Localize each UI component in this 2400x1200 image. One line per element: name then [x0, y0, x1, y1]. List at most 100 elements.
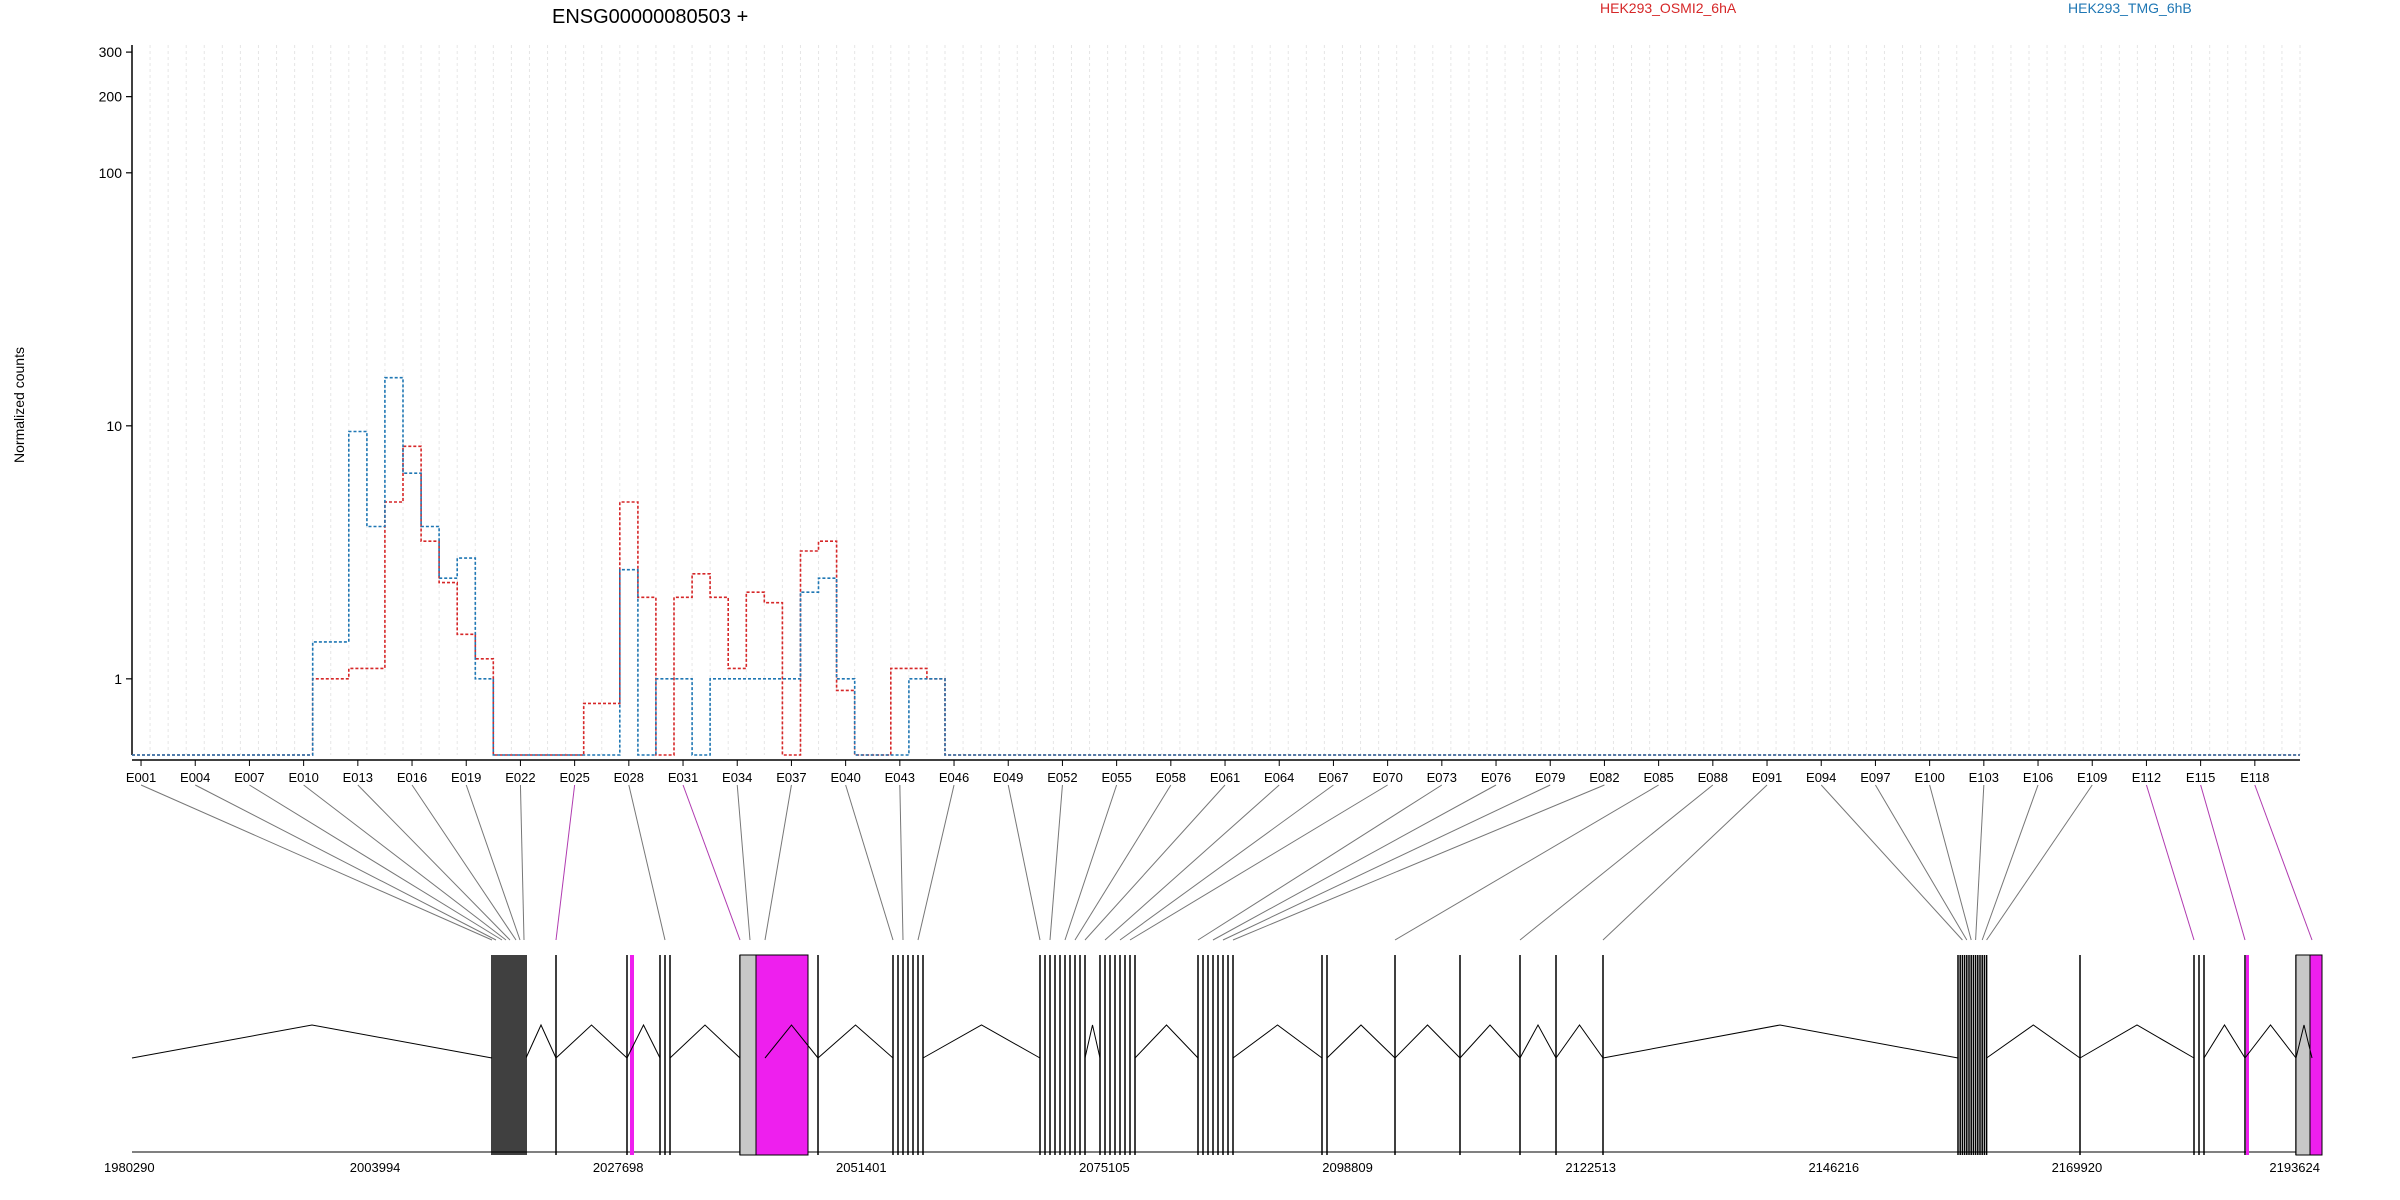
x-tick-label: E040 — [830, 770, 860, 785]
plot-axes — [131, 45, 2300, 761]
x-tick-label: E058 — [1156, 770, 1186, 785]
exon-connector — [1975, 784, 1985, 941]
genomic-tick-label: 2075105 — [1079, 1160, 1130, 1175]
gene-model — [131, 954, 2323, 1156]
genomic-tick-label: 2169920 — [2052, 1160, 2103, 1175]
exon-connector — [2254, 784, 2313, 941]
x-tick-label: E034 — [722, 770, 752, 785]
genomic-tick-label: 2122513 — [1565, 1160, 1616, 1175]
exon-connector — [1222, 784, 1551, 941]
exon-connector — [1820, 784, 1963, 941]
x-tick-label: E103 — [1969, 770, 1999, 785]
x-tick-label: E112 — [2132, 770, 2161, 785]
intron — [1232, 1024, 1323, 1059]
exon-connector — [1104, 784, 1280, 941]
exon-connector — [1197, 784, 1443, 941]
intron — [2079, 1024, 2195, 1059]
x-tick-label: E100 — [1914, 770, 1944, 785]
x-tick-label: E076 — [1481, 770, 1511, 785]
genomic-tick-label: 2051401 — [836, 1160, 887, 1175]
exon-connector — [1064, 784, 1118, 941]
exon-connector — [1232, 784, 1605, 941]
intron — [817, 1024, 894, 1059]
y-tick-label: 300 — [99, 44, 123, 60]
x-tick-label: E052 — [1047, 770, 1077, 785]
intron — [1394, 1024, 1461, 1059]
intron — [525, 1023, 557, 1059]
x-tick-label: E073 — [1427, 770, 1457, 785]
genomic-tick-label: 2027698 — [593, 1160, 644, 1175]
intron — [922, 1024, 1041, 1059]
series-line-0 — [132, 445, 2300, 756]
exon-connector — [682, 784, 741, 941]
intron — [1986, 1024, 2081, 1059]
intron — [1519, 1023, 1557, 1059]
intron — [1134, 1024, 1199, 1059]
x-tick-label: E088 — [1698, 770, 1728, 785]
chart-title: ENSG00000080503 + — [552, 6, 748, 28]
y-axis-label: Normalized counts — [11, 347, 27, 463]
intron — [2295, 1024, 2313, 1059]
exon-connector — [465, 784, 521, 941]
y-tick-label: 100 — [99, 165, 123, 181]
exon-connector — [1394, 784, 1659, 941]
exon-connector — [1212, 784, 1497, 941]
exon-connector — [1119, 784, 1334, 941]
x-tick-label: E028 — [614, 770, 644, 785]
exon-connector — [140, 784, 493, 941]
exon-connector — [1129, 784, 1388, 941]
x-tick-label: E115 — [2186, 770, 2215, 785]
exon-connector — [357, 784, 511, 941]
exon-block-highlight — [2309, 954, 2323, 1156]
exon-connector — [845, 784, 894, 941]
x-tick-label: E118 — [2240, 770, 2269, 785]
intron — [1459, 1024, 1521, 1059]
x-tick-label: E049 — [993, 770, 1023, 785]
intron — [555, 1024, 628, 1059]
exon-block — [2295, 954, 2311, 1156]
intron — [131, 1024, 493, 1059]
y-ticks: 1 10 100 200 300 — [99, 44, 132, 687]
exon-connector — [195, 784, 497, 941]
x-tick-label: E013 — [343, 770, 373, 785]
intron — [764, 1024, 819, 1059]
x-tick-label: E019 — [451, 770, 481, 785]
exon-connectors — [140, 784, 2313, 941]
x-tick-label: E091 — [1752, 770, 1782, 785]
x-tick-label: E106 — [2023, 770, 2053, 785]
x-tick-label: E070 — [1372, 770, 1402, 785]
exon-connector — [1602, 784, 1768, 941]
intron — [1326, 1024, 1396, 1059]
exon-connector — [736, 784, 751, 941]
x-tick-label: E004 — [180, 770, 210, 785]
exon-connector — [1074, 784, 1172, 941]
genomic-tick-label: 2146216 — [1808, 1160, 1859, 1175]
exon-connector — [1519, 784, 1714, 941]
exon-connector — [917, 784, 955, 941]
exon-connector — [2145, 784, 2195, 941]
exon-block — [739, 954, 757, 1156]
exon-connector — [764, 784, 792, 941]
x-tick-label: E001 — [126, 770, 156, 785]
y-tick-label: 200 — [99, 89, 123, 105]
x-tick-label: E025 — [559, 770, 589, 785]
exon-connector — [555, 784, 576, 941]
x-tick-label: E031 — [668, 770, 698, 785]
y-tick-label: 1 — [114, 671, 122, 687]
exon-connector — [1875, 784, 1968, 941]
intron — [669, 1024, 741, 1059]
x-tick-label: E007 — [234, 770, 264, 785]
genomic-tick-label: 2193624 — [2269, 1160, 2320, 1175]
intron — [2244, 1024, 2297, 1059]
series-line-1 — [132, 376, 2300, 756]
genomic-tick-label: 2003994 — [350, 1160, 401, 1175]
x-tick-label: E067 — [1318, 770, 1348, 785]
x-tick-label: E061 — [1210, 770, 1240, 785]
x-tick-label: E043 — [885, 770, 915, 785]
exon-connector — [411, 784, 517, 941]
exon-connector — [1981, 784, 2039, 941]
x-tick-label: E010 — [288, 770, 318, 785]
intron — [1555, 1024, 1604, 1059]
x-tick-label: E037 — [776, 770, 806, 785]
